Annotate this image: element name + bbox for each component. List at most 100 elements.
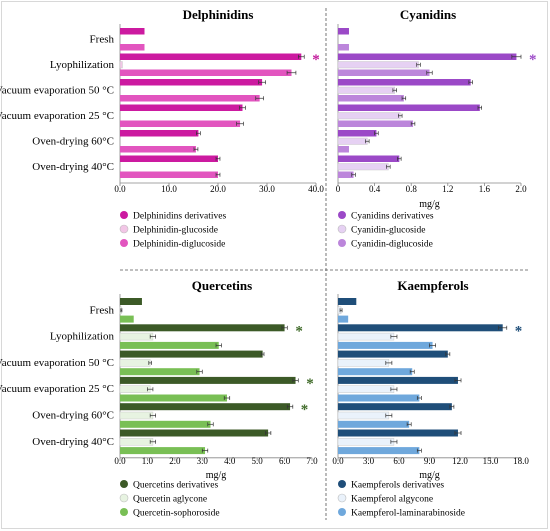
bar: [120, 28, 145, 35]
bar: [338, 394, 420, 402]
x-tick-label: 30.0: [259, 184, 275, 194]
bar: [337, 61, 419, 69]
bar: [120, 155, 218, 162]
bar: [120, 298, 142, 305]
category-label: Vacuum evaporation 25 °C: [0, 383, 114, 395]
legend-marker: [120, 508, 128, 516]
bar: [119, 359, 151, 367]
bar: [338, 130, 377, 137]
legend-label: Delphinidin-glucoside: [133, 226, 218, 236]
bar: [337, 137, 368, 145]
significance-star: *: [529, 52, 537, 68]
legend-marker: [338, 239, 346, 247]
category-label: Oven-drying 60°C: [32, 410, 114, 422]
legend-marker: [337, 493, 347, 503]
bar: [337, 332, 395, 341]
category-label: Lyophilization: [50, 331, 115, 343]
legend-label: Delphinidin-diglucoside: [133, 240, 225, 250]
bar: [120, 350, 263, 358]
legend-marker: [338, 211, 346, 219]
significance-star: *: [295, 323, 303, 339]
bar: [120, 394, 227, 402]
legend-marker: [337, 224, 347, 234]
x-tick-label: 0.8: [406, 184, 418, 194]
bar: [337, 385, 395, 393]
bar: [338, 146, 349, 153]
bar: [120, 447, 206, 455]
legend-label: Quercetins derivatives: [133, 481, 219, 491]
bar: [120, 146, 196, 153]
bar: [338, 315, 349, 323]
x-tick-label: 2.0: [169, 456, 181, 466]
bar: [119, 411, 154, 420]
category-label: Oven-drying 60°C: [32, 135, 114, 147]
bar: [337, 112, 401, 120]
category-label: Lyophilization: [50, 59, 115, 71]
significance-star: *: [515, 323, 523, 339]
x-tick-label: 20.0: [210, 184, 226, 194]
category-label: Fresh: [90, 304, 115, 316]
x-axis-label: mg/g: [206, 470, 227, 481]
bar: [338, 420, 410, 428]
bar: [120, 69, 292, 76]
panel-title: Cyanidins: [400, 7, 456, 22]
bar: [120, 341, 219, 349]
bar: [338, 376, 458, 384]
bar: [120, 44, 145, 51]
x-axis-label: mg/g: [419, 470, 440, 481]
x-tick-label: 0.0: [332, 456, 344, 466]
x-tick-label: 1.0: [142, 456, 154, 466]
bar: [120, 104, 243, 111]
significance-star: *: [306, 376, 314, 392]
bar: [337, 438, 395, 446]
bar: [337, 163, 389, 171]
category-label: Fresh: [90, 33, 115, 45]
x-tick-label: 0: [336, 184, 341, 194]
x-tick-label: 0.0: [114, 456, 126, 466]
bar: [338, 155, 400, 162]
category-label: Vacuum evaporation 50 °C: [0, 357, 114, 369]
legend-marker: [120, 480, 128, 488]
legend-marker: [120, 239, 128, 247]
category-label: Oven-drying 40°C: [32, 161, 114, 173]
bar: [119, 332, 154, 341]
significance-star: *: [301, 402, 309, 418]
legend-label: Cyanidin-diglucoside: [351, 240, 433, 250]
category-label: Oven-drying 40°C: [32, 436, 114, 448]
bar: [120, 368, 200, 376]
x-tick-label: 1.2: [442, 184, 453, 194]
bar: [120, 53, 302, 60]
category-label: Vacuum evaporation 50 °C: [0, 84, 114, 96]
bar: [338, 28, 349, 35]
bar: [120, 95, 260, 102]
significance-star: *: [312, 52, 320, 68]
legend-label: Cyanidins derivatives: [351, 212, 434, 222]
legend-label: Kaempferol-laminarabinoside: [351, 508, 465, 519]
bar: [338, 44, 349, 51]
bar: [120, 171, 218, 178]
bar: [120, 120, 241, 127]
bar: [120, 130, 199, 137]
bar: [338, 171, 354, 178]
bar: [338, 120, 414, 127]
legend-marker: [120, 211, 128, 219]
legend-label: Delphinidins derivatives: [133, 212, 226, 222]
bar: [338, 429, 458, 437]
x-tick-label: 2.0: [515, 184, 527, 194]
bar: [338, 298, 357, 305]
legend-label: Kaempferol algycone: [351, 494, 433, 505]
x-tick-label: 10.0: [161, 184, 177, 194]
x-tick-label: 1.6: [479, 184, 491, 194]
panel-kaempferols: Kaempferols 0.0 3.0 6.0 9.0 12.0 15.0 18.0 mg/g *…: [332, 278, 529, 519]
bar: [119, 385, 151, 393]
bar: [337, 411, 390, 420]
x-tick-label: 12.0: [452, 456, 468, 466]
bar: [338, 368, 413, 376]
legend-label: Quercetin aglycone: [133, 495, 207, 505]
bar: [338, 350, 448, 358]
x-tick-label: 9.0: [424, 456, 436, 466]
panel-quercetins: Quercetins 0.0 1.0 2.0 3.0 4.0 5.0 6.0 7.0 mg/g Fr…: [0, 278, 318, 519]
legend-label: Cyanidin-glucoside: [351, 226, 425, 236]
